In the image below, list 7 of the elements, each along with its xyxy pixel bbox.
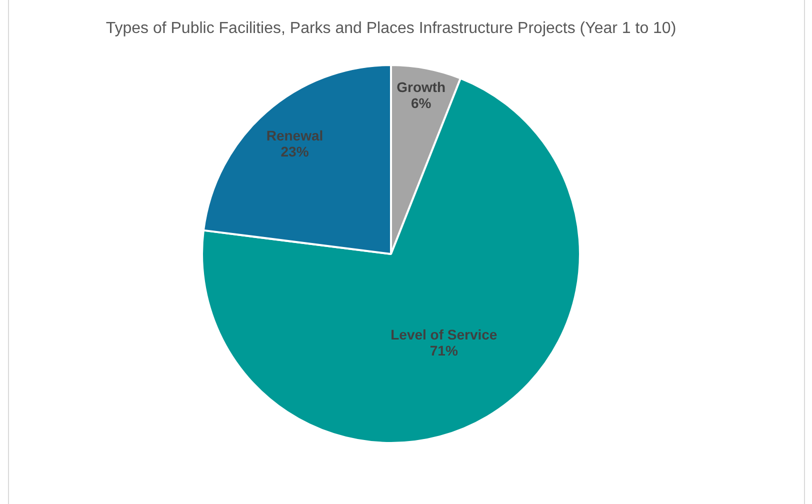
- data-label: 23%: [280, 144, 310, 160]
- data-label: 71%: [430, 342, 458, 358]
- chart-title: Types of Public Facilities, Parks and Places Infrastructure Projects (Year 1 to 10): [104, 20, 678, 38]
- data-label: 6%: [410, 95, 432, 112]
- slice-label: Level of Service: [390, 326, 498, 342]
- slice-label: Renewal: [266, 128, 324, 144]
- slice-label: Growth: [396, 79, 446, 96]
